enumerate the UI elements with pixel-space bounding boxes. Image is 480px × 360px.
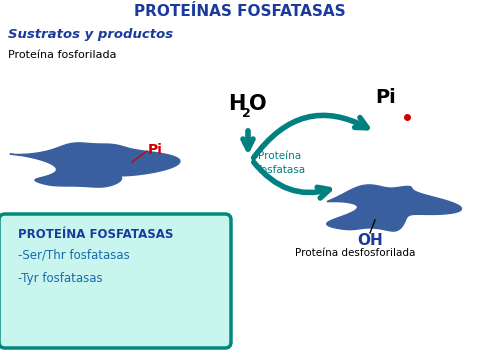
Text: Sustratos y productos: Sustratos y productos: [8, 28, 173, 41]
Text: 2: 2: [242, 107, 251, 120]
Text: Proteína fosforilada: Proteína fosforilada: [8, 50, 117, 60]
FancyBboxPatch shape: [0, 214, 231, 348]
Text: O: O: [249, 94, 266, 114]
Text: OH: OH: [357, 233, 383, 248]
Text: PROTEÍNAS FOSFATASAS: PROTEÍNAS FOSFATASAS: [134, 4, 346, 19]
Text: H: H: [228, 94, 245, 114]
Text: Pi: Pi: [375, 88, 396, 107]
Text: Proteína desfosforilada: Proteína desfosforilada: [295, 248, 415, 258]
Text: -Ser/Thr fosfatasas: -Ser/Thr fosfatasas: [18, 248, 130, 261]
Text: -Tyr fosfatasas: -Tyr fosfatasas: [18, 272, 103, 285]
Text: PROTEÍNA FOSFATASAS: PROTEÍNA FOSFATASAS: [18, 228, 173, 241]
Polygon shape: [10, 143, 180, 187]
Text: Pi: Pi: [148, 143, 163, 157]
Text: Proteína
fosfatasa: Proteína fosfatasa: [258, 152, 306, 175]
Polygon shape: [327, 185, 461, 231]
